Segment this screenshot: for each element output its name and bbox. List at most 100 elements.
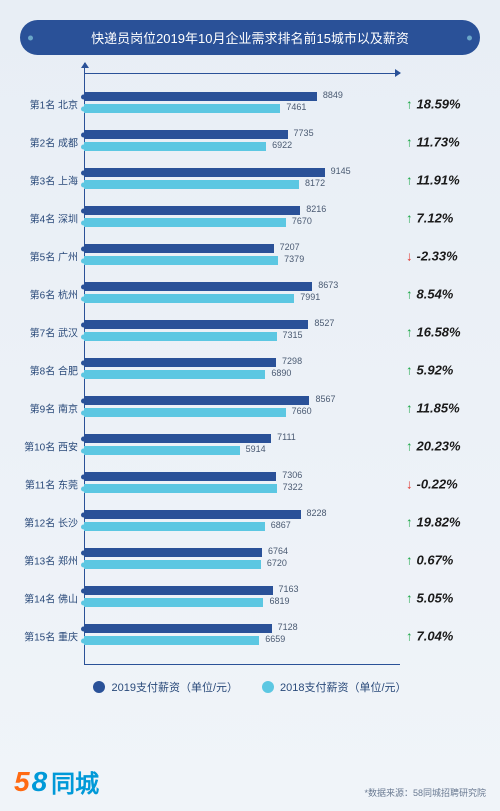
value-2018: 7660	[292, 406, 312, 416]
growth-block: ↑ 8.54%	[406, 287, 488, 302]
arrow-up-icon: ↑	[406, 630, 413, 643]
bar-2018: 8172	[84, 180, 299, 189]
rank-label: 第3名 上海	[12, 173, 78, 188]
logo-58: 5 8 同城	[14, 764, 99, 799]
growth-pct: 11.73%	[417, 135, 460, 150]
value-2019: 7298	[282, 356, 302, 366]
value-2019: 8849	[323, 90, 343, 100]
bar-2018: 7660	[84, 408, 286, 417]
bar-2018: 7670	[84, 218, 286, 227]
arrow-down-icon: ↓	[406, 478, 413, 491]
value-2019: 7306	[282, 470, 302, 480]
x-axis-top	[84, 73, 400, 74]
value-2019: 7163	[279, 584, 299, 594]
arrow-up-icon: ↑	[406, 402, 413, 415]
legend: 2019支付薪资（单位/元） 2018支付薪资（单位/元）	[14, 679, 486, 695]
bar-2018: 6890	[84, 370, 265, 379]
rank-label: 第5名 广州	[12, 249, 78, 264]
growth-block: ↑11.91%	[406, 173, 488, 188]
growth-block: ↑11.73%	[406, 135, 488, 150]
growth-block: ↑7.12%	[406, 211, 488, 226]
arrow-up-icon: ↑	[406, 288, 413, 301]
table-row: 第9名 南京85677660↑11.85%	[84, 389, 400, 427]
growth-block: ↑16.58%	[406, 325, 488, 340]
value-2019: 7207	[280, 242, 300, 252]
bar-2018: 5914	[84, 446, 240, 455]
bar-2019: 8216	[84, 206, 300, 215]
growth-block: ↑18.59%	[406, 97, 488, 112]
growth-pct: 11.85%	[417, 401, 460, 416]
legend-2018-label: 2018支付薪资（单位/元）	[280, 679, 407, 695]
value-2018: 5914	[246, 444, 266, 454]
growth-pct: 5.92%	[417, 363, 454, 378]
table-row: 第7名 武汉85277315↑16.58%	[84, 313, 400, 351]
growth-pct: 7.04%	[417, 629, 454, 644]
table-row: 第3名 上海91458172↑11.91%	[84, 161, 400, 199]
bar-2018: 6659	[84, 636, 259, 645]
growth-block: ↑5.05%	[406, 591, 488, 606]
bar-2019: 7111	[84, 434, 271, 443]
bar-2019: 7298	[84, 358, 276, 367]
data-source: *数据来源：58同城招聘研究院	[364, 786, 486, 799]
growth-pct: 0.67%	[417, 553, 454, 568]
value-2018: 7322	[283, 482, 303, 492]
arrow-up-icon: ↑	[406, 554, 413, 567]
growth-pct: 19.82%	[417, 515, 461, 530]
logo-5: 5	[14, 766, 30, 798]
rank-label: 第11名 东莞	[12, 477, 78, 492]
value-2018: 6922	[272, 140, 292, 150]
value-2019: 7735	[294, 128, 314, 138]
bar-2018: 7315	[84, 332, 277, 341]
bar-2019: 7163	[84, 586, 273, 595]
logo-text: 同城	[51, 764, 99, 799]
rank-label: 第6名 杭州	[12, 287, 78, 302]
rank-label: 第14名 佛山	[12, 591, 78, 606]
rank-label: 第1名 北京	[12, 97, 78, 112]
table-row: 第12名 长沙82286867↑19.82%	[84, 503, 400, 541]
bar-2018: 6819	[84, 598, 263, 607]
value-2019: 6764	[268, 546, 288, 556]
bar-2019: 8849	[84, 92, 317, 101]
table-row: 第8名 合肥72986890↑5.92%	[84, 351, 400, 389]
growth-pct: 8.54%	[417, 287, 454, 302]
growth-pct: 20.23%	[417, 439, 461, 454]
growth-block: ↑ 7.04%	[406, 629, 488, 644]
arrow-up-icon: ↑	[406, 364, 413, 377]
value-2018: 6890	[271, 368, 291, 378]
rank-label: 第8名 合肥	[12, 363, 78, 378]
table-row: 第2名 成都77356922↑11.73%	[84, 123, 400, 161]
bar-2019: 7207	[84, 244, 274, 253]
bar-2019: 8527	[84, 320, 308, 329]
bar-2018: 7322	[84, 484, 277, 493]
growth-block: ↑ 20.23%	[406, 439, 488, 454]
bar-2019: 7735	[84, 130, 288, 139]
value-2018: 7991	[300, 292, 320, 302]
chart-area: 第1名 北京88497461↑18.59%第2名 成都77356922↑11.7…	[84, 73, 400, 665]
arrow-down-icon: ↓	[406, 250, 413, 263]
table-row: 第14名 佛山71636819↑5.05%	[84, 579, 400, 617]
bar-2018: 6867	[84, 522, 265, 531]
table-row: 第5名 广州72077379↓-2.33%	[84, 237, 400, 275]
growth-block: ↑ 5.92%	[406, 363, 488, 378]
value-2018: 8172	[305, 178, 325, 188]
arrow-up-icon: ↑	[406, 440, 413, 453]
value-2019: 8673	[318, 280, 338, 290]
value-2018: 7461	[286, 102, 306, 112]
bar-2018: 7461	[84, 104, 280, 113]
value-2019: 7111	[277, 432, 296, 442]
bar-2018: 6922	[84, 142, 266, 151]
bar-2019: 9145	[84, 168, 325, 177]
growth-pct: -0.22%	[417, 477, 458, 492]
legend-2019: 2019支付薪资（单位/元）	[93, 679, 238, 695]
growth-block: ↓ -0.22%	[406, 477, 488, 492]
value-2018: 7379	[284, 254, 304, 264]
table-row: 第10名 西安71115914↑20.23%	[84, 427, 400, 465]
bar-2018: 7379	[84, 256, 278, 265]
bar-2019: 6764	[84, 548, 262, 557]
bar-2019: 8567	[84, 396, 309, 405]
value-2018: 7315	[283, 330, 303, 340]
growth-block: ↑ 11.85%	[406, 401, 488, 416]
arrow-up-icon: ↑	[406, 516, 413, 529]
x-axis-bottom	[84, 664, 400, 665]
bar-2019: 8673	[84, 282, 312, 291]
